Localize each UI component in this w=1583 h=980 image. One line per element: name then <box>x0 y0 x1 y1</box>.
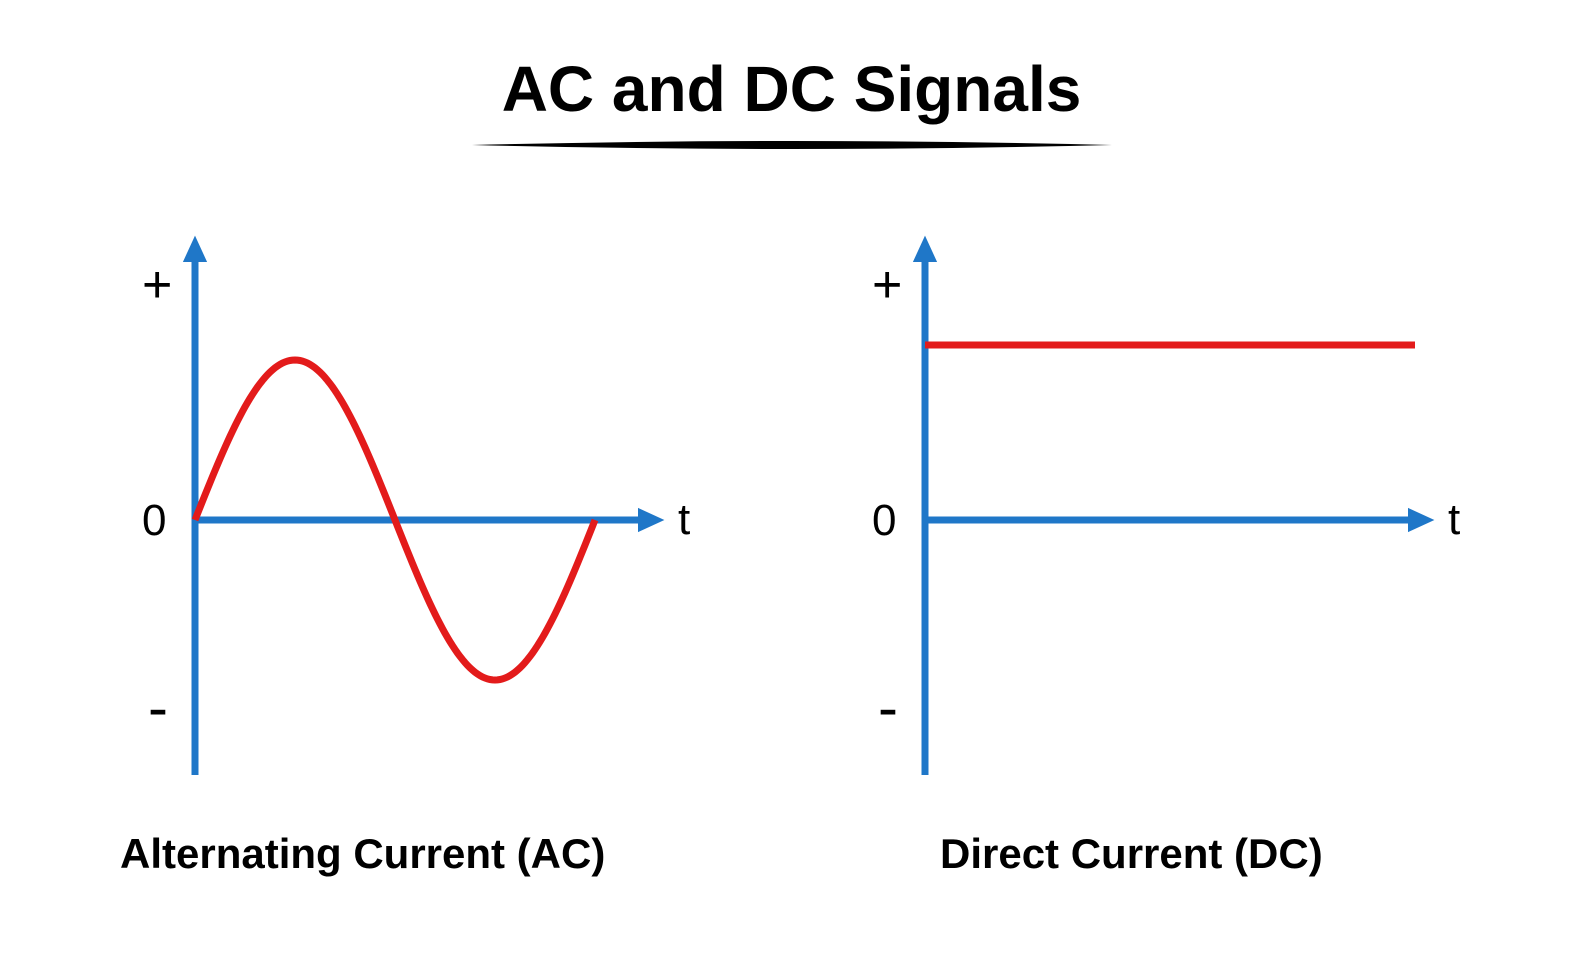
dc-label-zero: 0 <box>872 496 896 545</box>
page-title: AC and DC Signals <box>0 52 1583 126</box>
title-underline <box>472 140 1112 150</box>
dc-label-t: t <box>1448 495 1460 544</box>
ac-chart: + 0 - t <box>100 220 720 780</box>
ac-label-zero: 0 <box>142 496 166 545</box>
dc-chart: + 0 - t <box>830 220 1490 780</box>
dc-label-minus: - <box>878 674 898 741</box>
dc-axes <box>913 236 1435 775</box>
dc-label-plus: + <box>872 256 902 314</box>
ac-label-plus: + <box>142 256 172 314</box>
ac-axes <box>183 236 665 775</box>
dc-chart-svg: + 0 - t <box>830 220 1490 780</box>
ac-chart-svg: + 0 - t <box>100 220 720 780</box>
ac-caption: Alternating Current (AC) <box>120 830 605 878</box>
dc-caption: Direct Current (DC) <box>940 830 1323 878</box>
page-root: AC and DC Signals + 0 - t Alternating Cu… <box>0 0 1583 980</box>
ac-label-minus: - <box>148 674 168 741</box>
ac-label-t: t <box>678 495 690 544</box>
